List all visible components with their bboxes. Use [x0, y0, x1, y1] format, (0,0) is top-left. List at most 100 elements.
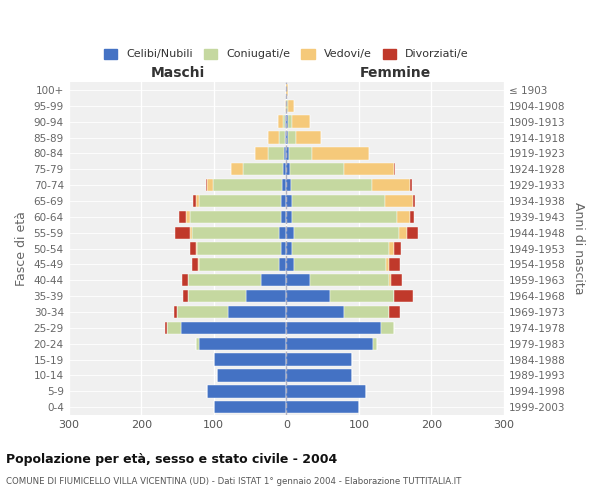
Bar — [199, 258, 279, 270]
Text: Maschi: Maschi — [151, 66, 205, 80]
Bar — [206, 179, 207, 192]
Bar — [167, 322, 181, 334]
Bar — [214, 354, 286, 366]
Bar — [285, 116, 286, 128]
Bar — [182, 274, 188, 286]
Bar — [290, 179, 372, 192]
Bar — [286, 100, 289, 112]
Bar — [286, 338, 373, 350]
Bar — [413, 195, 415, 207]
Bar — [279, 258, 286, 270]
Bar — [289, 116, 292, 128]
Bar — [389, 258, 400, 270]
Bar — [330, 290, 394, 302]
Bar — [380, 322, 394, 334]
Legend: Celibi/Nubili, Coniugati/e, Vedovi/e, Divorziati/e: Celibi/Nubili, Coniugati/e, Vedovi/e, Di… — [100, 44, 473, 64]
Bar — [199, 338, 286, 350]
Bar — [165, 322, 167, 334]
Bar — [292, 195, 385, 207]
Bar — [373, 338, 377, 350]
Bar — [286, 84, 288, 96]
Bar — [286, 195, 292, 207]
Bar — [289, 147, 313, 160]
Bar — [286, 163, 290, 175]
Text: Popolazione per età, sesso e stato civile - 2004: Popolazione per età, sesso e stato civil… — [6, 452, 337, 466]
Bar — [175, 226, 190, 239]
Bar — [279, 226, 286, 239]
Bar — [283, 163, 286, 175]
Bar — [286, 401, 359, 413]
Bar — [293, 226, 399, 239]
Bar — [410, 179, 412, 192]
Y-axis label: Fasce di età: Fasce di età — [15, 211, 28, 286]
Bar — [196, 242, 197, 255]
Bar — [399, 226, 407, 239]
Bar — [293, 258, 386, 270]
Bar — [296, 132, 321, 143]
Bar — [286, 210, 292, 223]
Bar — [394, 242, 401, 255]
Bar — [255, 147, 268, 160]
Bar — [231, 163, 243, 175]
Bar — [190, 242, 196, 255]
Bar — [289, 100, 294, 112]
Bar — [181, 322, 286, 334]
Bar — [344, 163, 394, 175]
Bar — [286, 242, 292, 255]
Bar — [286, 290, 330, 302]
Bar — [283, 116, 285, 128]
Bar — [192, 258, 198, 270]
Bar — [179, 210, 186, 223]
Bar — [278, 116, 283, 128]
Bar — [268, 132, 279, 143]
Text: Femmine: Femmine — [359, 66, 431, 80]
Bar — [290, 163, 344, 175]
Bar — [282, 179, 286, 192]
Bar — [247, 290, 286, 302]
Bar — [243, 163, 283, 175]
Bar — [389, 306, 400, 318]
Bar — [286, 370, 352, 382]
Bar — [190, 226, 192, 239]
Bar — [279, 132, 285, 143]
Bar — [188, 290, 247, 302]
Bar — [394, 290, 413, 302]
Bar — [389, 242, 394, 255]
Bar — [372, 179, 410, 192]
Bar — [192, 226, 279, 239]
Bar — [386, 258, 389, 270]
Bar — [196, 338, 199, 350]
Bar — [206, 385, 286, 398]
Bar — [174, 306, 178, 318]
Bar — [313, 147, 369, 160]
Bar — [389, 274, 391, 286]
Bar — [190, 210, 281, 223]
Bar — [286, 132, 289, 143]
Bar — [407, 226, 418, 239]
Bar — [281, 195, 286, 207]
Bar — [344, 306, 389, 318]
Bar — [289, 132, 296, 143]
Bar — [193, 195, 196, 207]
Bar — [286, 354, 352, 366]
Bar — [217, 370, 286, 382]
Bar — [286, 306, 344, 318]
Bar — [285, 100, 286, 112]
Bar — [286, 147, 289, 160]
Bar — [228, 306, 286, 318]
Bar — [261, 274, 286, 286]
Bar — [182, 290, 188, 302]
Bar — [284, 147, 286, 160]
Bar — [198, 258, 199, 270]
Y-axis label: Anni di nascita: Anni di nascita — [572, 202, 585, 295]
Bar — [207, 179, 213, 192]
Bar — [286, 274, 310, 286]
Bar — [186, 210, 190, 223]
Bar — [196, 195, 199, 207]
Text: COMUNE DI FIUMICELLO VILLA VICENTINA (UD) - Dati ISTAT 1° gennaio 2004 - Elabora: COMUNE DI FIUMICELLO VILLA VICENTINA (UD… — [6, 478, 461, 486]
Bar — [286, 179, 290, 192]
Bar — [310, 274, 389, 286]
Bar — [292, 116, 310, 128]
Bar — [178, 306, 228, 318]
Bar — [410, 210, 414, 223]
